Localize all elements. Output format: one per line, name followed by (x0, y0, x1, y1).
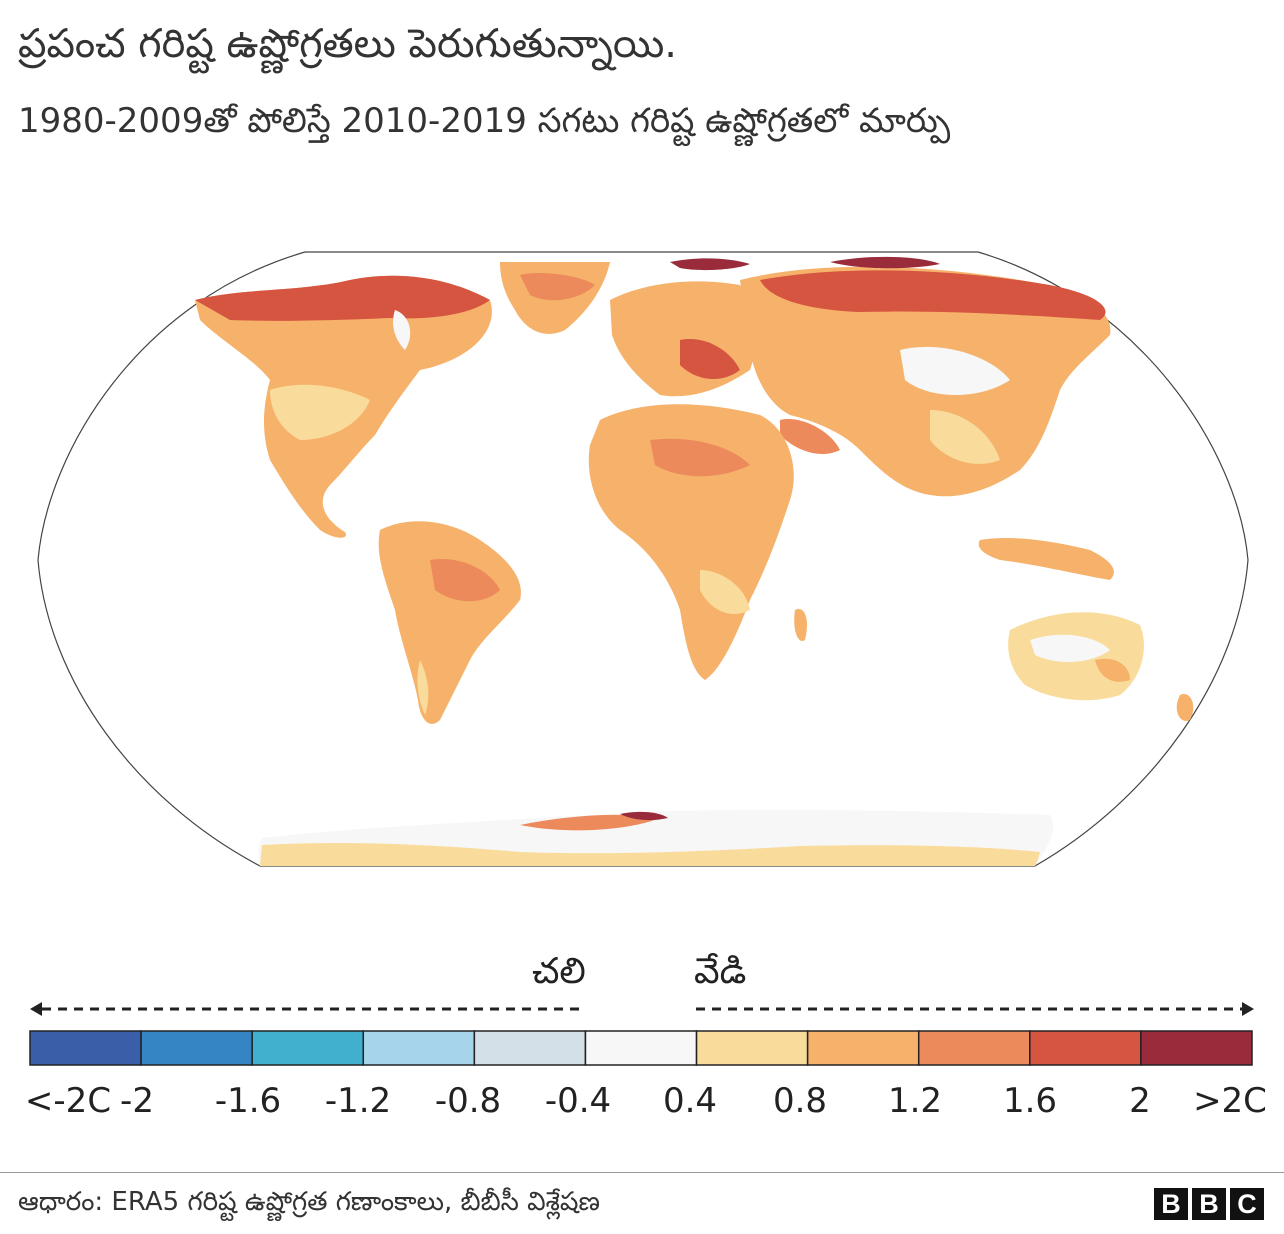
legend-cold-label: చలి (532, 951, 586, 992)
legend-tick-label: <-2C (24, 1081, 112, 1121)
legend-tick-label: >2C (1193, 1081, 1267, 1121)
color-scale (29, 1002, 1254, 1066)
legend-swatch (140, 1030, 253, 1066)
legend-warm-label: వేడి (694, 951, 747, 992)
landmass-arctic-russia (670, 256, 940, 271)
legend-ticks: <-2C -2 -1.6 -1.2 -0.8 -0.4 0.4 0.8 1.2 1.6 2 >2C (0, 1078, 1284, 1128)
legend-swatch (695, 1030, 809, 1066)
source-note: ఆధారం: ERA5 గరిష్ట ఉష్ణోగ్రత గణాంకాలు, బ… (18, 1187, 600, 1217)
legend-tick-label: 2 (1129, 1081, 1151, 1121)
legend-swatch (251, 1030, 365, 1066)
bbc-logo-letter: B (1192, 1188, 1226, 1220)
legend-swatch (806, 1030, 920, 1066)
legend-swatch (917, 1030, 1031, 1066)
legend-swatch (1029, 1030, 1142, 1066)
chart-title: ప్రపంచ గరిష్ట ఉష్ణోగ్రతలు పెరుగుతున్నాయి… (18, 21, 678, 67)
legend-tick-label: -0.8 (434, 1081, 502, 1121)
warm-arrow (696, 1002, 1254, 1016)
legend-tick-label: -2 (120, 1081, 154, 1121)
landmass-new-zealand (1176, 694, 1194, 721)
legend-swatch (473, 1030, 587, 1066)
legend-tick-label: -1.6 (214, 1081, 282, 1121)
landmass-indonesia (978, 538, 1114, 580)
world-map (0, 240, 1284, 880)
bbc-logo-letter: B (1154, 1188, 1188, 1220)
legend-tick-label: 1.6 (1002, 1081, 1058, 1121)
legend-tick-label: 0.8 (772, 1081, 828, 1121)
legend-swatch (29, 1030, 142, 1066)
chart-subtitle: 1980-2009తో పోలిస్తే 2010-2019 సగటు గరిష… (18, 101, 951, 141)
legend-tick-label: -0.4 (544, 1081, 612, 1121)
landmass-south-america (378, 521, 521, 724)
world-map-svg (37, 251, 1249, 867)
landmass-madagascar (794, 609, 807, 641)
footer-divider (0, 1172, 1284, 1173)
cold-arrow (30, 1002, 586, 1016)
bbc-logo: B B C (1154, 1188, 1264, 1220)
bbc-logo-letter: C (1230, 1188, 1264, 1220)
legend-tick-label: -1.2 (324, 1081, 392, 1121)
legend-swatch (584, 1030, 698, 1066)
legend-tick-label: 1.2 (887, 1081, 943, 1121)
legend-tick-label: 0.4 (662, 1081, 718, 1121)
legend-swatch (362, 1030, 476, 1066)
legend-swatch (1140, 1030, 1253, 1066)
landmass-north-america-north (195, 275, 490, 321)
